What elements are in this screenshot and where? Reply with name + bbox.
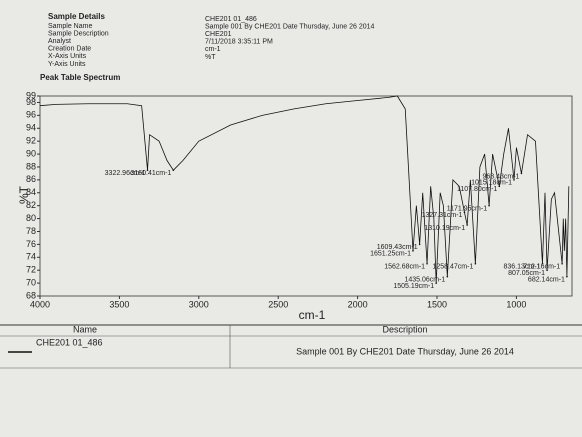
y-tick-label: 78 (26, 226, 36, 236)
y-tick-label: 92 (26, 136, 36, 146)
field-label: Sample Description (48, 30, 109, 37)
y-tick-label: 86 (26, 174, 36, 184)
peak-label: 968.43cm-1 (482, 173, 519, 180)
details-title: Sample Details (48, 12, 105, 21)
peak-marker (520, 172, 523, 175)
y-tick-label: 82 (26, 200, 36, 210)
y-tick-label: 80 (26, 213, 36, 223)
peak-label: 3322.96cm-1 (105, 170, 146, 177)
y-tick-label: 88 (26, 161, 36, 171)
field-value: Sample 001 By CHE201 Date Thursday, June… (205, 23, 375, 30)
table-header: Description (382, 324, 427, 334)
y-tick-label: 68 (26, 290, 36, 300)
x-tick-label: 2500 (268, 299, 288, 309)
field-value: cm-1 (205, 46, 221, 53)
field-value: %T (205, 54, 216, 61)
x-tick-label: 1500 (427, 299, 447, 309)
x-tick-label: 1000 (506, 299, 526, 309)
peak-marker (561, 262, 563, 265)
y-tick-label: 74 (26, 252, 36, 262)
peak-label: 807.05cm-1 (508, 270, 545, 277)
peak-label: 1327.31cm-1 (422, 212, 463, 219)
y-tick-label: 84 (26, 187, 36, 197)
peak-label: 1015.18cm-1 (471, 180, 512, 187)
peak-marker (546, 269, 548, 271)
y-tick-label: 98 (26, 97, 36, 107)
peak-label: 1310.19cm-1 (424, 225, 465, 232)
x-tick-label: 3500 (109, 299, 129, 309)
field-value: 7/11/2018 3:35:11 PM (205, 39, 273, 46)
field-label: Sample Name (48, 23, 92, 30)
peak-label: 712.16cm-1 (523, 264, 560, 271)
peak-marker (172, 169, 175, 171)
y-tick-label: 70 (26, 277, 36, 287)
peak-label: 682.14cm-1 (528, 276, 565, 283)
plot-frame (39, 95, 573, 297)
peak-marker (446, 275, 449, 278)
y-tick-label: 96 (26, 110, 36, 120)
table-header: Name (73, 324, 97, 334)
peak-label: 1651.25cm-1 (370, 251, 411, 258)
field-label: X-Axis Units (48, 53, 87, 60)
peak-label: 3160.41cm-1 (130, 170, 171, 177)
peak-marker (566, 275, 568, 278)
peak-marker (513, 179, 515, 181)
field-value: CHE201 01_486 (205, 16, 257, 23)
x-tick-label: 4000 (30, 299, 50, 309)
x-tick-label: 2000 (348, 299, 368, 309)
peak-label: 1505.19cm-1 (393, 283, 434, 290)
peak-label: 1107.80cm-1 (457, 186, 497, 193)
peak-label: 1435.06cm-1 (404, 276, 445, 283)
y-tick-label: 90 (26, 148, 36, 158)
y-tick-label: 72 (26, 265, 36, 275)
peak-marker (146, 169, 149, 171)
field-label: Creation Date (48, 46, 91, 53)
y-axis-label: %T (17, 185, 31, 204)
y-tick-label: 94 (26, 123, 36, 133)
table-cell: CHE201 01_486 (36, 337, 103, 347)
field-value: CHE201 (205, 31, 232, 38)
peak-marker (466, 224, 468, 226)
section-title: Peak Table Spectrum (40, 73, 120, 82)
peak-marker (418, 243, 421, 246)
peak-marker (426, 262, 428, 265)
peak-label: 836.13cm-1 (503, 264, 540, 271)
peak-marker (463, 211, 466, 213)
peak-label: 1258.47cm-1 (433, 264, 474, 271)
y-tick-label: 76 (26, 239, 36, 249)
field-label: Y-Axis Units (48, 61, 86, 68)
peak-marker (488, 204, 490, 207)
spectrum-line (39, 95, 570, 284)
peak-label: 1171.95cm-1 (447, 206, 487, 213)
field-label: Analyst (48, 38, 71, 45)
peak-marker (435, 282, 437, 284)
peak-marker (474, 262, 477, 265)
x-tick-label: 3000 (189, 299, 209, 309)
peak-label: 1609.43cm-1 (377, 244, 418, 251)
y-tick-label: 99 (26, 90, 36, 100)
x-axis-label: cm-1 (299, 308, 326, 322)
peak-marker (412, 250, 414, 252)
peak-marker (498, 185, 501, 188)
peak-marker (541, 262, 544, 265)
peak-label: 1562.68cm-1 (384, 264, 425, 271)
table-cell: Sample 001 By CHE201 Date Thursday, June… (296, 346, 514, 356)
